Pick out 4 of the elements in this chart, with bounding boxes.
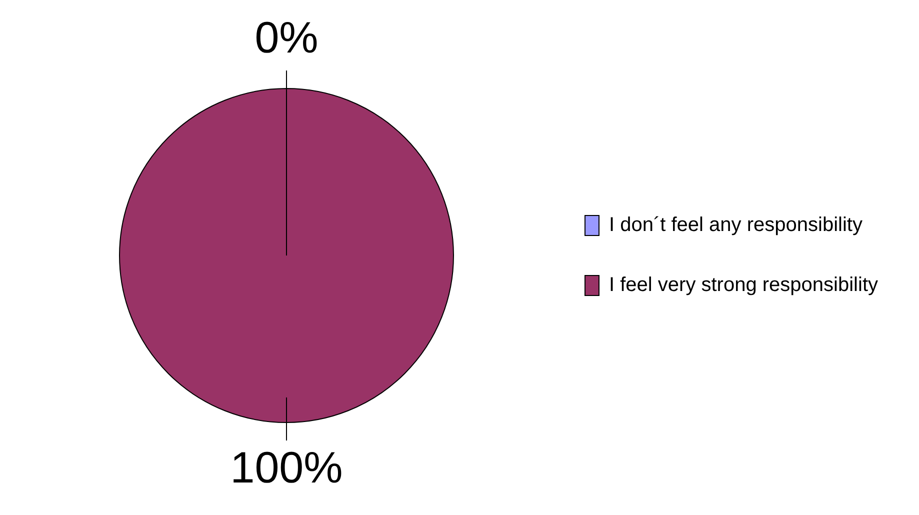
legend-label: I feel very strong responsibility [608,274,878,296]
data-label: 100% [230,444,343,493]
legend-label: I don´t feel any responsibility [608,214,862,236]
text: 0% [254,14,318,63]
